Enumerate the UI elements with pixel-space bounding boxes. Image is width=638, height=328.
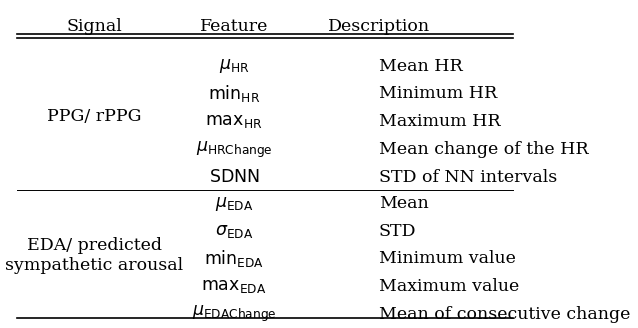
- Text: STD: STD: [379, 223, 417, 240]
- Text: Mean change of the HR: Mean change of the HR: [379, 141, 588, 158]
- Text: $\mathrm{min}_{\mathrm{EDA}}$: $\mathrm{min}_{\mathrm{EDA}}$: [204, 248, 264, 269]
- Text: $\mu_{\mathrm{HR}}$: $\mu_{\mathrm{HR}}$: [219, 57, 249, 75]
- Text: EDA/ predicted
sympathetic arousal: EDA/ predicted sympathetic arousal: [5, 237, 183, 274]
- Text: $\mu_{\mathrm{HRChange}}$: $\mu_{\mathrm{HRChange}}$: [196, 140, 272, 160]
- Text: $\mu_{\mathrm{EDAChange}}$: $\mu_{\mathrm{EDAChange}}$: [192, 304, 276, 324]
- Text: STD of NN intervals: STD of NN intervals: [379, 169, 557, 186]
- Text: Minimum HR: Minimum HR: [379, 85, 497, 102]
- Text: $\mu_{\mathrm{EDA}}$: $\mu_{\mathrm{EDA}}$: [215, 195, 253, 213]
- Text: $\mathrm{max}_{\mathrm{EDA}}$: $\mathrm{max}_{\mathrm{EDA}}$: [202, 278, 267, 295]
- Text: Mean HR: Mean HR: [379, 58, 463, 75]
- Text: Minimum value: Minimum value: [379, 251, 516, 267]
- Text: $\mathrm{SDNN}$: $\mathrm{SDNN}$: [209, 169, 260, 186]
- Text: PPG/ rPPG: PPG/ rPPG: [47, 108, 142, 125]
- Text: $\mathrm{max}_{\mathrm{HR}}$: $\mathrm{max}_{\mathrm{HR}}$: [205, 113, 263, 131]
- Text: Mean: Mean: [379, 195, 429, 212]
- Text: Mean of consecutive change: Mean of consecutive change: [379, 305, 630, 322]
- Text: Maximum HR: Maximum HR: [379, 113, 500, 131]
- Text: Feature: Feature: [200, 18, 268, 34]
- Text: $\sigma_{\mathrm{EDA}}$: $\sigma_{\mathrm{EDA}}$: [215, 223, 253, 240]
- Text: $\mathrm{min}_{\mathrm{HR}}$: $\mathrm{min}_{\mathrm{HR}}$: [208, 83, 260, 104]
- Text: Maximum value: Maximum value: [379, 278, 519, 295]
- Text: Description: Description: [328, 18, 430, 34]
- Text: Signal: Signal: [66, 18, 122, 34]
